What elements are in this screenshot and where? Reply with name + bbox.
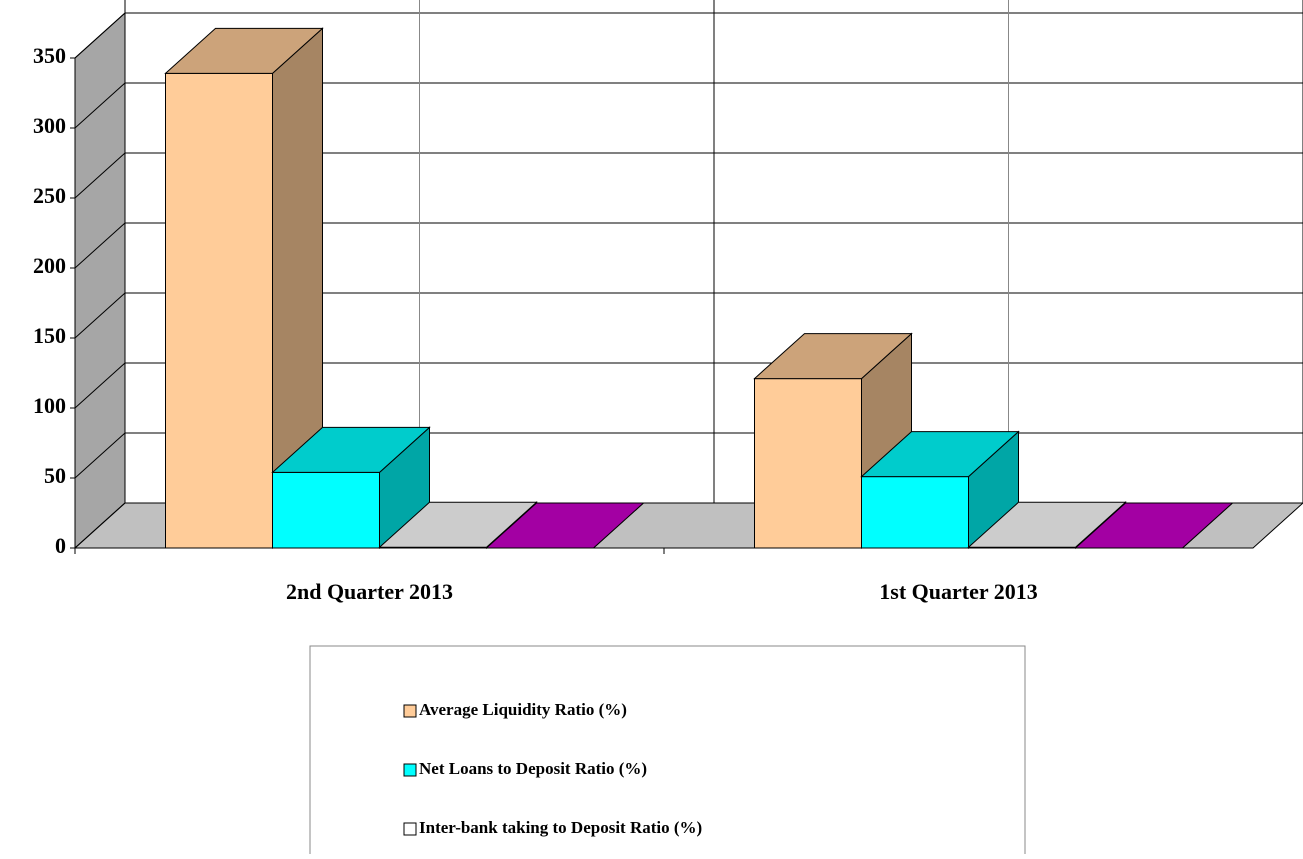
- bar-top: [1074, 502, 1234, 549]
- y-tick-label: 200: [33, 253, 66, 278]
- bar: [485, 502, 645, 549]
- legend-label: Inter-bank taking to Deposit Ratio (%): [419, 818, 702, 837]
- bar-front: [165, 72, 273, 549]
- bar: [271, 426, 431, 550]
- legend-label: Net Loans to Deposit Ratio (%): [419, 759, 647, 778]
- bar-top: [485, 502, 645, 549]
- y-tick-label: 350: [33, 43, 66, 68]
- bar-top: [967, 501, 1127, 548]
- legend-swatch: [403, 763, 417, 777]
- x-tick-label: 2nd Quarter 2013: [286, 579, 453, 604]
- bar-front: [754, 378, 862, 549]
- bar-top: [271, 426, 431, 473]
- left-wall: [74, 11, 126, 550]
- legend-swatch: [403, 704, 417, 718]
- legend-swatch: [403, 822, 417, 836]
- bar: [164, 27, 324, 550]
- bar-front: [272, 471, 380, 549]
- bar-top: [164, 27, 324, 74]
- legend-box: [309, 645, 1026, 859]
- y-tick-label: 50: [44, 463, 66, 488]
- bar: [1074, 502, 1234, 549]
- y-tick-label: 250: [33, 183, 66, 208]
- y-tick-label: 0: [55, 533, 66, 558]
- x-tick-label: 1st Quarter 2013: [879, 579, 1037, 604]
- bar-front: [861, 476, 969, 549]
- y-tick-label: 300: [33, 113, 66, 138]
- y-tick-label: 150: [33, 323, 66, 348]
- bar: [860, 430, 1020, 550]
- y-tick-label: 100: [33, 393, 66, 418]
- legend-label: Average Liquidity Ratio (%): [419, 700, 627, 719]
- bar-top: [860, 431, 1020, 478]
- bar-top: [378, 501, 538, 548]
- bar-top: [753, 333, 913, 380]
